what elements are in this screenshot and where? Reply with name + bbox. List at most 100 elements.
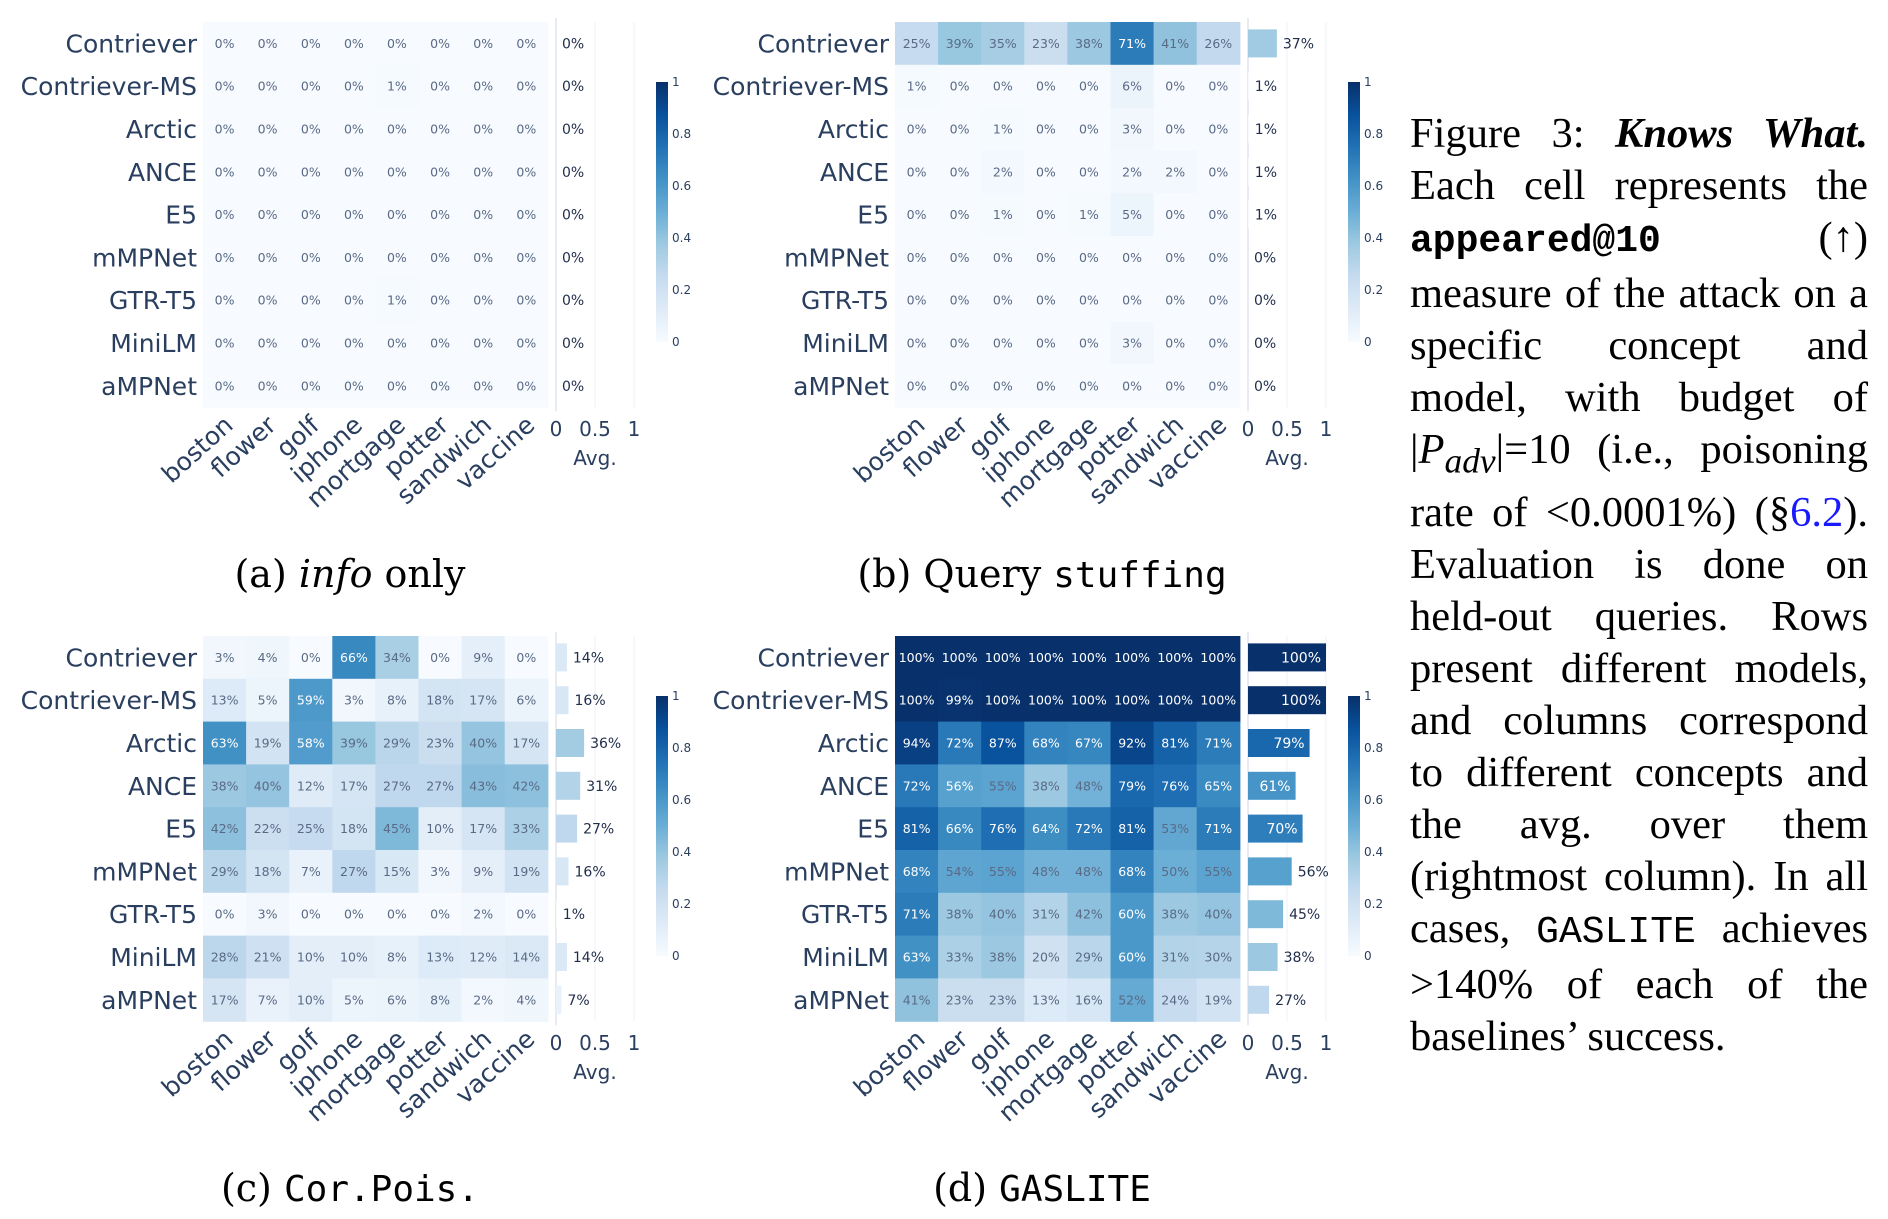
avg-value-label: 16% [575, 693, 606, 709]
heatmap-cell [1196, 850, 1241, 894]
cell-value-label: 0% [1036, 378, 1056, 393]
avg-value-label: 56% [1298, 864, 1329, 880]
heatmap-cell [246, 321, 290, 365]
avg-value-label: 0% [562, 336, 584, 352]
cell-value-label: 0% [473, 293, 493, 308]
avg-bar [1248, 900, 1284, 929]
heatmap-cell [332, 236, 376, 280]
row-label: ANCE [128, 772, 197, 801]
cell-value-label: 0% [215, 36, 235, 51]
cell-value-label: 100% [1157, 650, 1193, 665]
avg-value-label: 0% [1254, 336, 1276, 352]
cell-value-label: 72% [1075, 821, 1103, 836]
cell-value-label: 0% [950, 207, 970, 222]
heatmap-cell [1153, 978, 1198, 1022]
cell-value-label: 31% [1032, 907, 1060, 922]
avg-value-label: 1% [1255, 165, 1277, 181]
heatmap-cell [981, 364, 1025, 408]
cell-value-label: 0% [344, 164, 364, 179]
cell-value-label: 0% [1165, 293, 1185, 308]
cell-value-label: 0% [301, 650, 321, 665]
cell-value-label: 33% [512, 821, 540, 836]
heatmap-cell [895, 850, 939, 894]
heatmap-cell [332, 107, 376, 151]
cell-value-label: 54% [946, 864, 974, 879]
heatmap-cell [895, 721, 939, 765]
cell-value-label: 6% [516, 693, 536, 708]
heatmap-cell [1196, 935, 1241, 979]
heatmap-cell [418, 236, 463, 280]
heatmap-cell [289, 636, 333, 680]
cell-value-label: 0% [1036, 336, 1056, 351]
heatmap-cell [1067, 721, 1112, 765]
row-label: E5 [857, 815, 889, 844]
cell-value-label: 19% [1204, 992, 1232, 1007]
cell-value-label: 0% [301, 907, 321, 922]
heatmap-cell [203, 892, 247, 937]
heatmap-cell [332, 150, 376, 194]
caption-padv-p: P [1418, 426, 1445, 473]
cell-value-label: 0% [950, 378, 970, 393]
cell-value-label: 0% [301, 164, 321, 179]
heatmap-cell [938, 64, 982, 109]
cell-value-label: 3% [430, 864, 450, 879]
heatmap-cell [1153, 22, 1198, 66]
cell-value-label: 0% [473, 336, 493, 351]
cell-value-label: 41% [1161, 36, 1189, 51]
heatmap-cell [1110, 935, 1155, 979]
cell-value-label: 1% [387, 79, 407, 94]
cell-value-label: 100% [1028, 693, 1064, 708]
heatmap-cell [1110, 193, 1155, 237]
heatmap-cell [246, 892, 290, 937]
cell-value-label: 0% [516, 36, 536, 51]
cell-value-label: 100% [1200, 693, 1236, 708]
cell-value-label: 4% [258, 650, 278, 665]
heatmap-cell [1024, 22, 1068, 66]
cell-value-label: 100% [985, 650, 1021, 665]
colorbar-tick: 0.6 [1364, 793, 1383, 807]
heatmap-cell [895, 807, 939, 851]
heatmap-cell [289, 721, 333, 765]
heatmap-cell [246, 721, 290, 765]
heatmap-cell [1110, 721, 1155, 765]
heatmap-cell [504, 150, 549, 194]
cell-value-label: 0% [1079, 378, 1099, 393]
avg-axis-tick: 1 [628, 417, 641, 441]
heatmap-cell [418, 321, 463, 365]
heatmap-cell [418, 721, 463, 765]
cell-value-label: 17% [340, 778, 368, 793]
heatmap-cell [1110, 64, 1155, 109]
cell-value-label: 8% [430, 992, 450, 1007]
cell-value-label: 0% [1208, 250, 1228, 265]
heatmap-cell [1110, 807, 1155, 851]
avg-value-label: 0% [562, 379, 584, 395]
avg-value-label: 0% [562, 293, 584, 309]
heatmap-cell [332, 721, 376, 765]
cell-value-label: 0% [1165, 79, 1185, 94]
row-label: Arctic [126, 729, 197, 758]
cell-value-label: 10% [426, 821, 454, 836]
avg-axis-title: Avg. [573, 1060, 616, 1084]
heatmap-cell [981, 636, 1025, 680]
cell-value-label: 0% [950, 293, 970, 308]
row-label: Arctic [818, 729, 889, 758]
caption-method: GASLITE [1536, 910, 1696, 954]
heatmap-cell [332, 22, 376, 66]
heatmap-cell [1110, 278, 1155, 323]
heatmap-cell [981, 236, 1025, 280]
cell-value-label: 3% [1122, 122, 1142, 137]
cell-value-label: 0% [430, 164, 450, 179]
heatmap-panel-a: 0% 0% 0% 0% 0% 0% 0% 0% Contriever 0% 0% 0% 0% 1% 0% 0%… [0, 0, 700, 520]
heatmap-cell [289, 935, 333, 979]
row-label: mMPNet [92, 243, 197, 272]
heatmap-cell [1196, 636, 1241, 680]
heatmap-cell [332, 321, 376, 365]
heatmap-cell [203, 764, 247, 808]
cell-value-label: 0% [387, 907, 407, 922]
cell-value-label: 8% [387, 950, 407, 965]
caption-section-link[interactable]: 6.2 [1790, 488, 1844, 536]
heatmap-cell [1024, 678, 1068, 723]
avg-value-label: 27% [583, 822, 614, 838]
cell-value-label: 3% [215, 650, 235, 665]
colorbar-tick: 0.8 [672, 741, 691, 755]
